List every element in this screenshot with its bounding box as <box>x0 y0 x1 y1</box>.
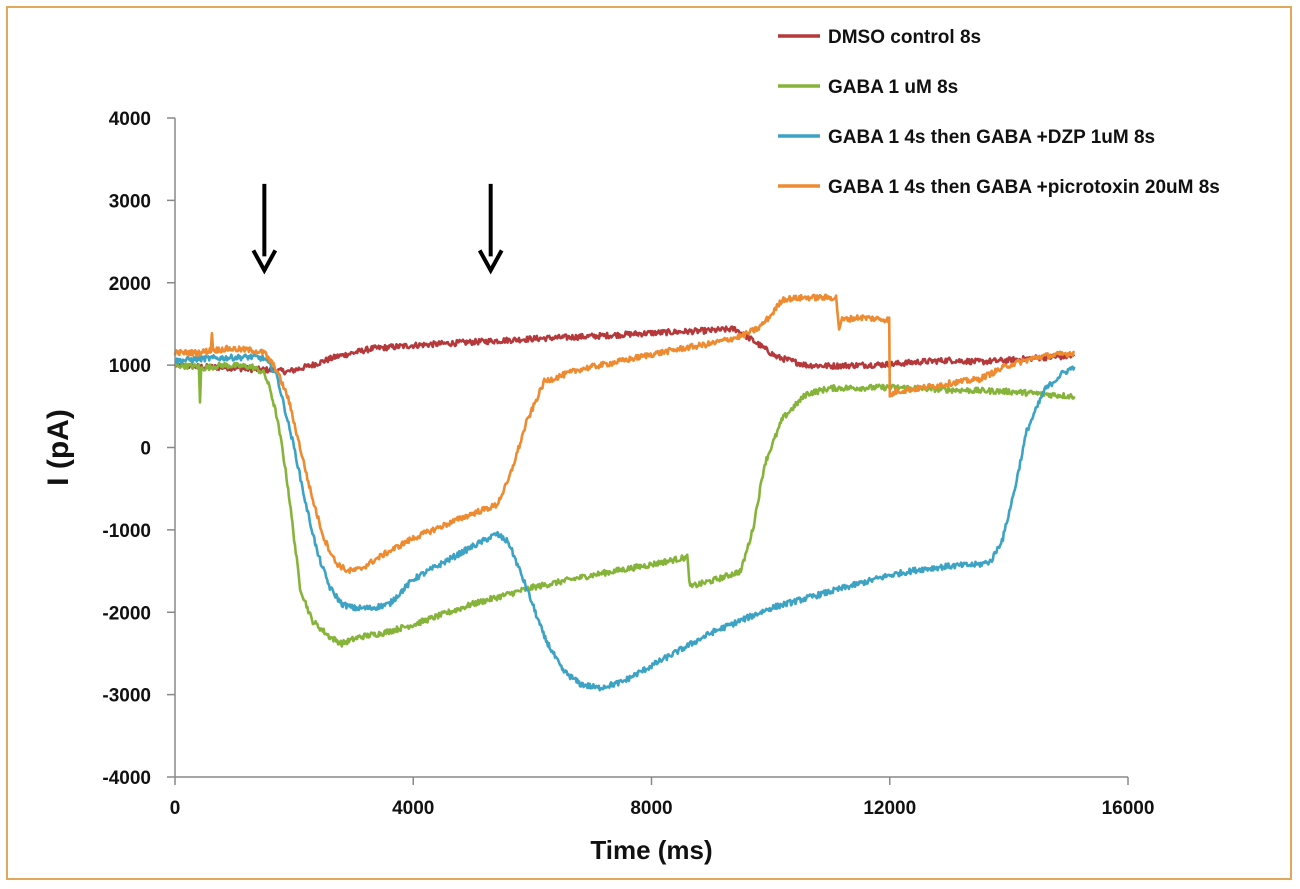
axes <box>174 118 1128 778</box>
y-ticks: 4000 3000 2000 1000 0 -1000 -2000 -3000 -4000 <box>102 109 175 789</box>
legend-label: DMSO control 8s <box>828 27 981 48</box>
chart-frame <box>6 6 1292 880</box>
annotation-arrow-head <box>251 249 278 275</box>
legend: DMSO control 8s GABA 1 uM 8s GABA 1 4s the… <box>778 27 1220 198</box>
series-line-4 <box>173 293 1076 574</box>
plot-series <box>173 293 1076 692</box>
annotation-arrows <box>251 183 504 275</box>
series-line-1 <box>173 325 1076 376</box>
y-tick-label: 3000 <box>109 191 151 212</box>
y-tick-label: -2000 <box>102 603 151 624</box>
y-tick-label: 4000 <box>109 109 151 130</box>
x-tick-label: 0 <box>170 798 181 819</box>
y-tick-label: -3000 <box>102 686 151 707</box>
y-tick-label: -4000 <box>102 768 151 789</box>
x-ticks: 0 4000 8000 12000 16000 <box>170 777 1155 819</box>
x-tick-label: 8000 <box>630 798 672 819</box>
annotation-arrow-head <box>477 249 504 275</box>
legend-label: GABA 1 4s then GABA +picrotoxin 20uM 8s <box>828 177 1220 198</box>
series-line-3 <box>174 352 1076 692</box>
x-tick-label: 16000 <box>1102 798 1155 819</box>
legend-label: GABA 1 4s then GABA +DZP 1uM 8s <box>828 127 1155 148</box>
y-axis-title: I (pA) <box>42 409 75 486</box>
y-tick-label: 0 <box>140 439 151 460</box>
x-tick-label: 12000 <box>863 798 916 819</box>
legend-label: GABA 1 uM 8s <box>828 77 958 98</box>
series-line-2 <box>173 361 1076 648</box>
x-tick-label: 4000 <box>392 798 434 819</box>
y-tick-label: -1000 <box>102 521 151 542</box>
y-tick-label: 1000 <box>109 356 151 377</box>
x-axis-title: Time (ms) <box>590 835 712 865</box>
y-tick-label: 2000 <box>109 274 151 295</box>
